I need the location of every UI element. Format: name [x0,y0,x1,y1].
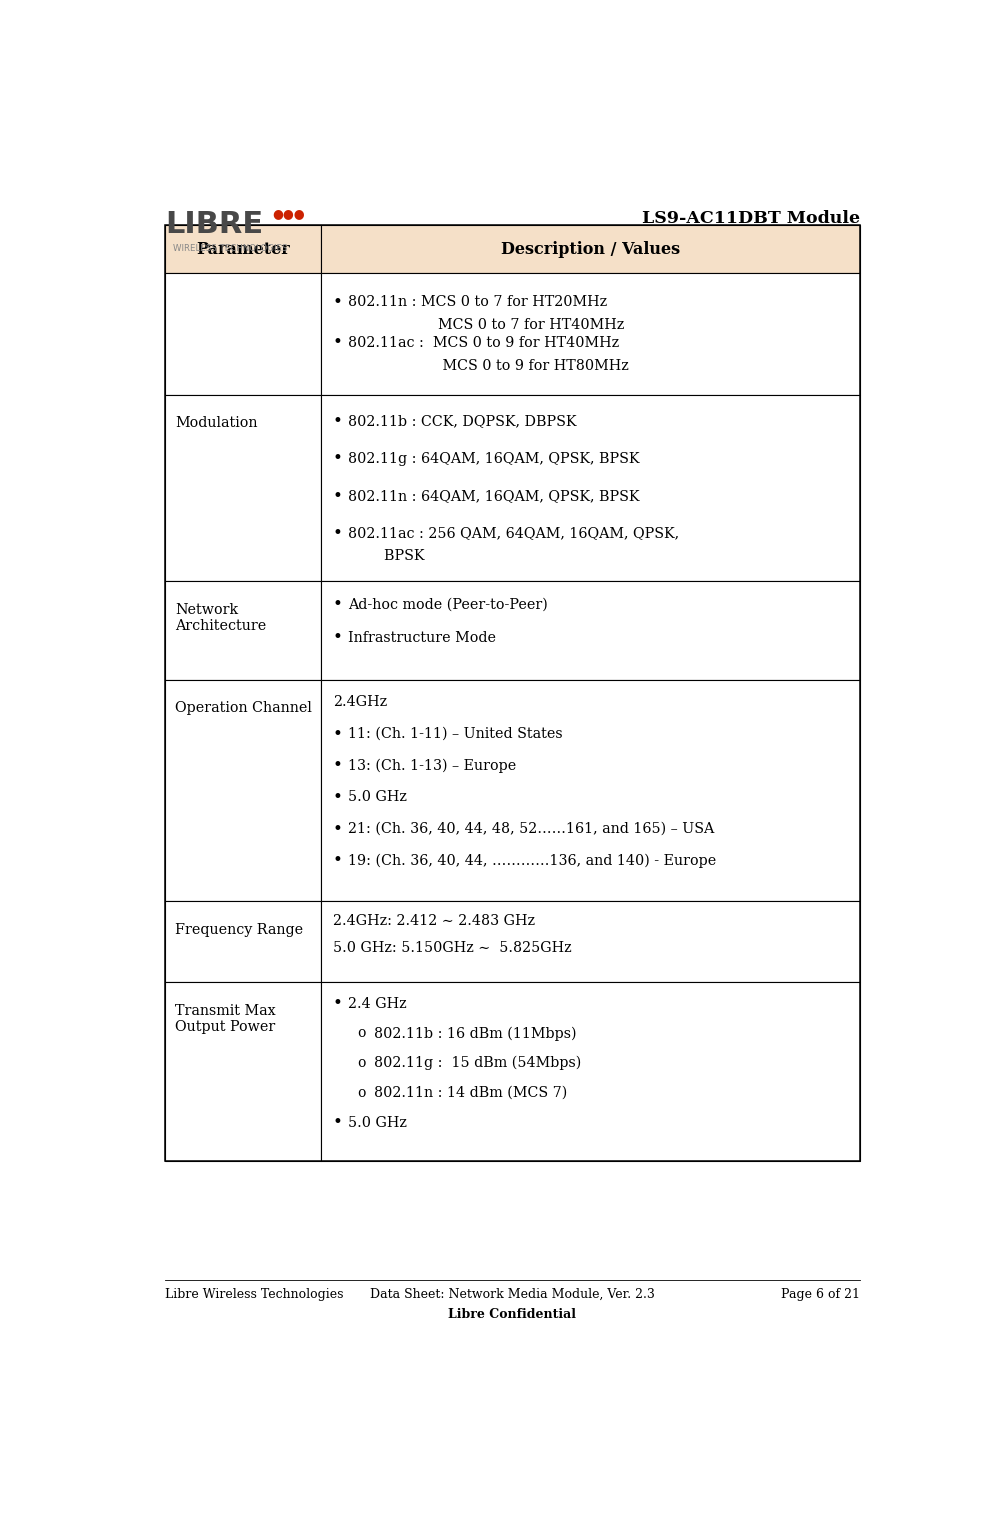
Bar [321,273,859,395]
Bar [165,680,321,902]
Text: LS9-AC11DBT Module: LS9-AC11DBT Module [641,209,859,226]
Text: •: • [331,293,341,311]
Text: Description / Values: Description / Values [501,241,679,258]
Bar [165,581,321,680]
Text: Parameter: Parameter [196,241,290,258]
Text: 802.11n : MCS 0 to 7 for HT20MHz: 802.11n : MCS 0 to 7 for HT20MHz [347,294,606,310]
Text: Frequency Range: Frequency Range [176,923,303,937]
Text: 19: (Ch. 36, 40, 44, …………136, and 140) - Europe: 19: (Ch. 36, 40, 44, …………136, and 140) -… [347,853,715,868]
Text: Page 6 of 21: Page 6 of 21 [780,1287,859,1301]
Bar [165,902,321,982]
Text: 802.11b : 16 dBm (11Mbps): 802.11b : 16 dBm (11Mbps) [374,1026,576,1041]
Text: Libre Confidential: Libre Confidential [448,1307,576,1321]
Text: •: • [331,628,341,647]
Text: o: o [357,1057,366,1070]
Text: Data Sheet: Network Media Module, Ver. 2.3: Data Sheet: Network Media Module, Ver. 2… [370,1287,654,1301]
Bar [321,680,859,902]
Text: Operation Channel: Operation Channel [176,701,312,715]
Bar [165,225,321,273]
Text: ●●●: ●●● [272,206,305,220]
Text: Transmit Max
Output Power: Transmit Max Output Power [176,1003,276,1034]
Text: 21: (Ch. 36, 40, 44, 48, 52……161, and 165) – USA: 21: (Ch. 36, 40, 44, 48, 52……161, and 16… [347,823,713,836]
Text: 802.11b : CCK, DQPSK, DBPSK: 802.11b : CCK, DQPSK, DBPSK [347,414,576,428]
Text: 802.11n : 64QAM, 16QAM, QPSK, BPSK: 802.11n : 64QAM, 16QAM, QPSK, BPSK [347,489,639,502]
Text: 802.11n : 14 dBm (MCS 7): 802.11n : 14 dBm (MCS 7) [374,1085,567,1101]
Bar [321,581,859,680]
Text: •: • [331,597,341,613]
Bar [321,395,859,581]
Bar [321,902,859,982]
Text: •: • [331,487,341,504]
Text: 11: (Ch. 1-11) – United States: 11: (Ch. 1-11) – United States [347,727,562,741]
Text: 5.0 GHz: 5.0 GHz [347,791,406,805]
Text: •: • [331,413,341,430]
Text: •: • [331,757,341,774]
Text: •: • [331,789,341,806]
Text: 2.4 GHz: 2.4 GHz [347,997,406,1011]
Bar [165,273,321,395]
Text: MCS 0 to 9 for HT80MHz: MCS 0 to 9 for HT80MHz [347,358,628,373]
Text: BPSK: BPSK [347,550,424,563]
Text: o: o [357,1026,366,1040]
Text: 5.0 GHz: 5.150GHz ∼  5.825GHz: 5.0 GHz: 5.150GHz ∼ 5.825GHz [332,941,571,955]
Text: Modulation: Modulation [176,416,257,430]
Text: 802.11g :  15 dBm (54Mbps): 802.11g : 15 dBm (54Mbps) [374,1057,581,1070]
Text: 802.11g : 64QAM, 16QAM, QPSK, BPSK: 802.11g : 64QAM, 16QAM, QPSK, BPSK [347,452,639,466]
Text: Infrastructure Mode: Infrastructure Mode [347,630,495,645]
Text: 2.4GHz: 2.412 ∼ 2.483 GHz: 2.4GHz: 2.412 ∼ 2.483 GHz [332,914,534,927]
Text: 802.11ac :  MCS 0 to 9 for HT40MHz: 802.11ac : MCS 0 to 9 for HT40MHz [347,335,618,349]
Text: Libre Wireless Technologies: Libre Wireless Technologies [165,1287,343,1301]
Bar [165,225,859,1161]
Text: Ad-hoc mode (Peer-to-Peer): Ad-hoc mode (Peer-to-Peer) [347,598,547,612]
Text: •: • [331,334,341,351]
Text: Network
Architecture: Network Architecture [176,603,266,633]
Text: WIRELESS TECHNOLOGIES: WIRELESS TECHNOLOGIES [173,244,287,254]
Text: •: • [331,726,341,742]
Bar [321,225,859,273]
Text: 802.11ac : 256 QAM, 64QAM, 16QAM, QPSK,: 802.11ac : 256 QAM, 64QAM, 16QAM, QPSK, [347,527,678,540]
Text: •: • [331,821,341,838]
Text: •: • [331,852,341,870]
Text: •: • [331,1114,341,1131]
Text: 5.0 GHz: 5.0 GHz [347,1116,406,1129]
Bar [165,982,321,1161]
Text: •: • [331,525,341,542]
Bar [321,982,859,1161]
Text: o: o [357,1085,366,1101]
Text: 13: (Ch. 1-13) – Europe: 13: (Ch. 1-13) – Europe [347,759,516,773]
Text: 2.4GHz: 2.4GHz [332,695,387,709]
Text: •: • [331,451,341,468]
Text: LIBRE: LIBRE [165,209,263,238]
Text: MCS 0 to 7 for HT40MHz: MCS 0 to 7 for HT40MHz [347,319,623,332]
Text: •: • [331,996,341,1013]
Bar [165,395,321,581]
